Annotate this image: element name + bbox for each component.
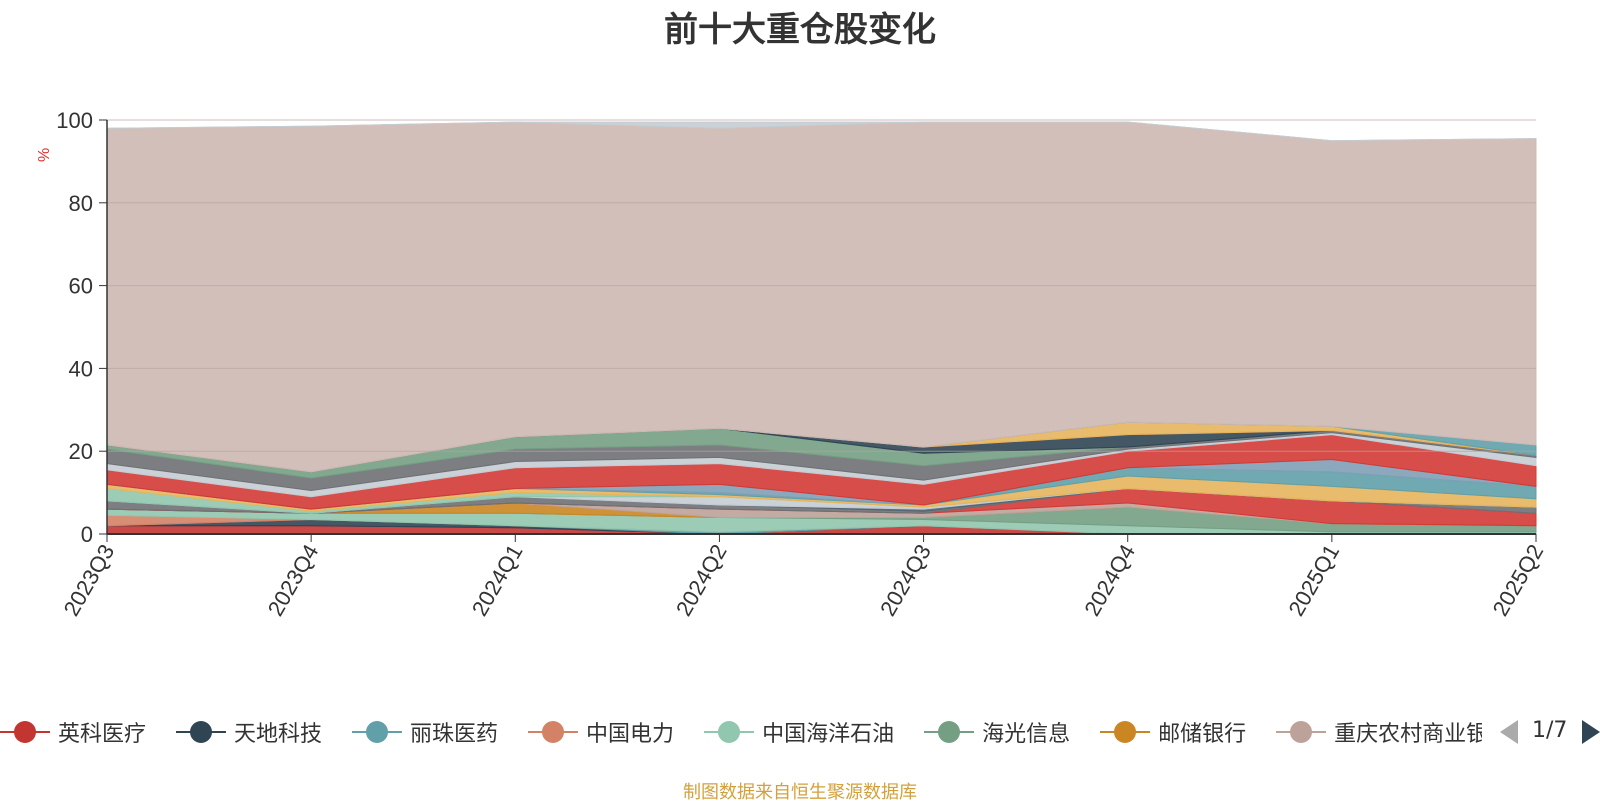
x-tick-label: 2024Q2	[671, 540, 732, 620]
legend-marker-icon	[0, 712, 50, 752]
legend-page-indicator: 1/7	[1532, 718, 1568, 743]
legend-label: 海光信息	[982, 722, 1071, 747]
legend-label: 英科医疗	[58, 722, 147, 747]
y-tick-label: 40	[69, 356, 93, 381]
legend-label: 中国海洋石油	[762, 722, 895, 747]
x-tick-label: 2025Q2	[1488, 540, 1549, 620]
legend-item[interactable]: 重庆农村商业银行	[1276, 712, 1482, 752]
source-note: 制图数据来自恒生聚源数据库	[683, 782, 917, 803]
y-axis-unit-label: %	[36, 148, 53, 162]
legend-marker-icon	[924, 712, 975, 752]
legend-marker-icon	[1100, 712, 1151, 752]
legend-items: 英科医疗 天地科技 丽珠医药 中国电力 中国海洋石油 海光信息 邮储银行 重庆农村商业银行	[0, 712, 1482, 752]
chart-plot: 0 20 40 60 80 100 2023Q3 2023Q4 2024Q1 2024Q2 2024…	[36, 108, 1549, 620]
legend-marker-icon	[352, 712, 403, 752]
legend-label: 重庆农村商业银行	[1334, 722, 1482, 747]
y-tick-label: 100	[56, 108, 93, 133]
area-series-25	[106, 121, 1537, 142]
x-tick-label: 2025Q1	[1283, 540, 1344, 620]
x-tick-label: 2023Q4	[263, 540, 324, 620]
x-tick-label: 2024Q4	[1079, 540, 1140, 620]
legend-marker-icon	[176, 712, 227, 752]
y-tick-label: 0	[81, 522, 93, 547]
legend-marker-icon	[528, 712, 579, 752]
legend-item[interactable]: 英科医疗	[0, 712, 146, 752]
x-tick-label: 2024Q3	[875, 540, 936, 620]
legend-label: 丽珠医药	[410, 722, 499, 747]
legend: 英科医疗 天地科技 丽珠医药 中国电力 中国海洋石油 海光信息 邮储银行 重庆农村商业银行 1…	[0, 712, 1600, 752]
x-tick-label: 2024Q1	[467, 540, 528, 620]
legend-label: 天地科技	[234, 722, 323, 747]
legend-marker-icon	[704, 712, 755, 752]
legend-item[interactable]: 邮储银行	[1100, 712, 1246, 752]
legend-item[interactable]: 丽珠医药	[352, 712, 498, 752]
y-tick-label: 20	[69, 439, 93, 464]
chart-title: 前十大重仓股变化	[664, 10, 936, 50]
legend-item[interactable]: 天地科技	[176, 712, 322, 752]
legend-item[interactable]: 海光信息	[924, 712, 1070, 752]
x-tick-label: 2023Q3	[59, 540, 120, 620]
legend-label: 中国电力	[586, 722, 675, 747]
y-tick-label: 60	[69, 274, 93, 299]
legend-prev-page-icon[interactable]	[1500, 720, 1518, 744]
legend-item[interactable]: 中国电力	[528, 712, 674, 752]
y-tick-label: 80	[69, 191, 93, 216]
legend-marker-icon	[1276, 712, 1327, 752]
legend-next-page-icon[interactable]	[1582, 720, 1600, 744]
area-series-24	[106, 121, 1537, 473]
legend-item[interactable]: 中国海洋石油	[704, 712, 894, 752]
legend-label: 邮储银行	[1158, 722, 1247, 747]
